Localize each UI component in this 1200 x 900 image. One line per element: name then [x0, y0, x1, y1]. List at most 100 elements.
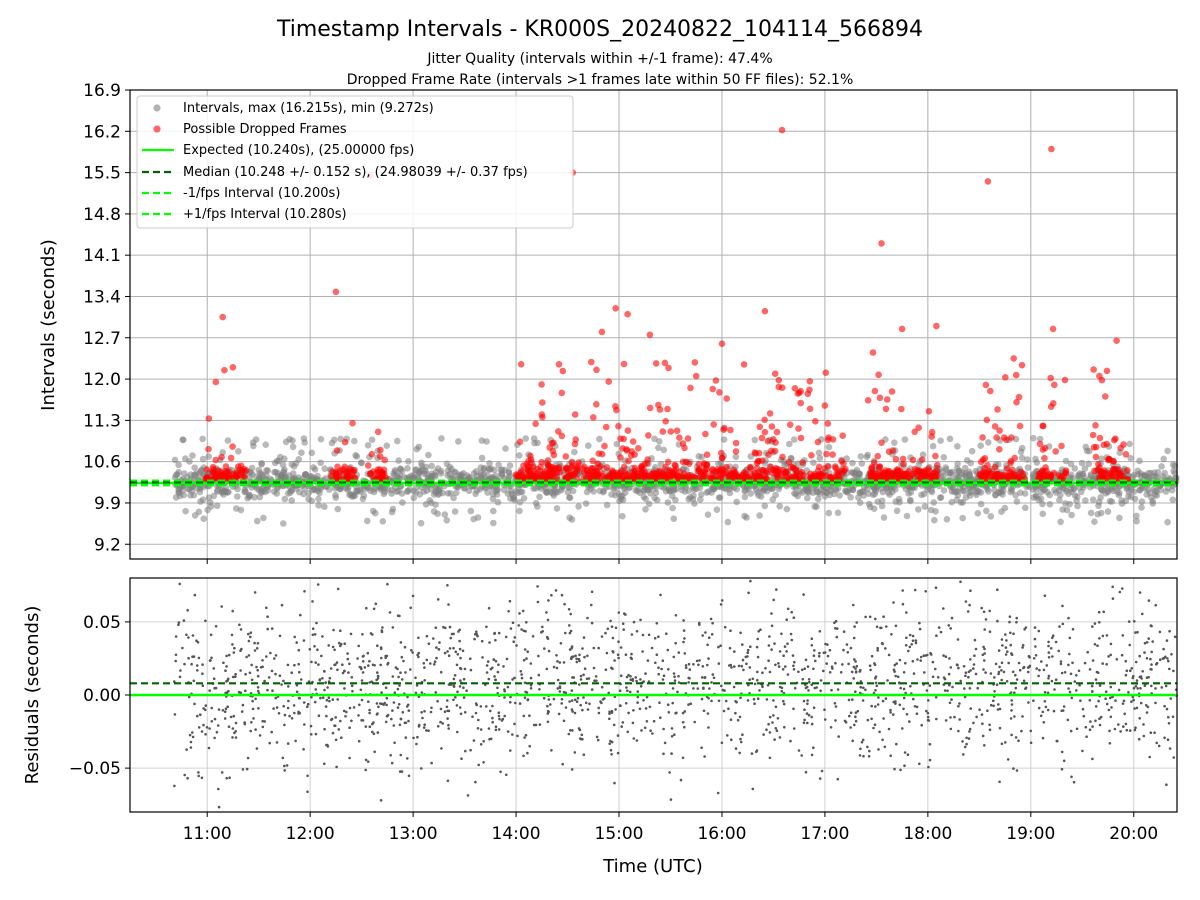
residual-point	[376, 677, 380, 680]
residual-point	[241, 768, 245, 771]
dropped-point	[679, 458, 687, 466]
dropped-outlier-27	[1010, 355, 1017, 362]
residual-point	[619, 704, 622, 707]
residual-point	[681, 711, 685, 715]
residual-point	[753, 682, 757, 686]
residual-point	[635, 630, 639, 633]
interval-point	[783, 505, 791, 513]
residual-point	[893, 767, 896, 771]
residual-point	[326, 686, 329, 689]
residual-point	[430, 761, 433, 765]
residual-point	[503, 714, 507, 718]
residual-point	[255, 665, 258, 669]
residual-point	[363, 666, 367, 669]
residual-point	[772, 714, 775, 717]
residual-point	[655, 622, 659, 625]
interval-point	[189, 452, 196, 459]
dropped-point	[1103, 367, 1111, 375]
residual-point	[910, 643, 913, 646]
residual-point	[389, 754, 393, 757]
interval-point	[234, 485, 241, 493]
residual-point	[964, 600, 968, 603]
residual-point	[1047, 644, 1050, 648]
residual-point	[988, 630, 992, 633]
residual-point	[870, 704, 873, 708]
dropped-point	[684, 435, 692, 442]
residual-point	[968, 687, 972, 690]
residual-point	[1015, 769, 1019, 772]
interval-point	[1118, 497, 1125, 504]
residual-point	[1088, 728, 1092, 731]
interval-point	[1104, 488, 1112, 496]
residual-point	[1105, 634, 1109, 637]
dropped-point	[671, 461, 678, 469]
residual-point	[333, 663, 336, 667]
interval-point	[477, 464, 485, 471]
residual-point	[1111, 597, 1115, 600]
residual-point	[874, 681, 878, 685]
residual-point	[443, 710, 447, 713]
residual-point	[183, 662, 186, 666]
residual-point	[202, 707, 205, 710]
residual-point	[1061, 604, 1064, 608]
residual-point	[604, 668, 608, 671]
residual-point	[992, 699, 995, 703]
residual-point	[925, 689, 929, 692]
residual-point	[361, 660, 365, 663]
interval-point	[418, 459, 425, 467]
legend-label-median: Median (10.248 +/- 0.152 s), (24.98039 +…	[183, 165, 528, 180]
residual-point	[814, 659, 817, 663]
residual-point	[1037, 674, 1040, 678]
residual-point	[806, 699, 809, 702]
residual-point	[253, 641, 256, 645]
interval-point	[522, 435, 529, 442]
residual-point	[505, 657, 509, 661]
residual-point	[1117, 723, 1120, 726]
residual-point	[1105, 663, 1108, 666]
residual-point	[641, 633, 645, 637]
residual-point	[639, 618, 642, 622]
interval-point	[878, 502, 886, 510]
residual-point	[864, 688, 867, 692]
interval-point	[334, 505, 342, 513]
interval-point	[851, 469, 858, 477]
residual-point	[187, 656, 190, 660]
dropped-point	[840, 460, 847, 468]
interval-point	[530, 435, 538, 442]
residual-point	[835, 635, 839, 639]
residual-point	[497, 714, 501, 718]
interval-point	[942, 466, 950, 473]
dropped-point	[1039, 446, 1047, 453]
residual-point	[1108, 742, 1112, 745]
residual-point	[1150, 650, 1153, 654]
interval-point	[287, 489, 294, 496]
residual-point	[783, 725, 786, 729]
residual-point	[287, 699, 290, 703]
residual-point	[997, 649, 1001, 652]
residual-point	[204, 733, 207, 736]
residual-point	[574, 654, 577, 658]
residual-point	[581, 647, 584, 650]
dropped-point	[1051, 381, 1058, 389]
residual-point	[515, 644, 518, 647]
residual-point	[212, 677, 216, 680]
residual-point	[247, 632, 250, 636]
interval-point	[998, 508, 1005, 515]
residual-point	[649, 729, 652, 732]
interval-point	[412, 466, 419, 474]
residual-point	[1004, 646, 1008, 649]
dropped-point	[539, 399, 546, 406]
interval-point	[222, 488, 229, 496]
residual-point	[552, 665, 556, 669]
interval-point	[298, 449, 305, 457]
interval-point	[502, 445, 509, 452]
interval-point	[1091, 518, 1098, 525]
residual-point	[1118, 590, 1122, 594]
residual-point	[1151, 640, 1154, 643]
residual-point	[447, 727, 451, 730]
residual-point	[1119, 730, 1122, 733]
residual-point	[261, 659, 264, 662]
residual-point	[682, 629, 686, 632]
residual-point	[343, 687, 346, 690]
residual-point	[719, 644, 722, 647]
